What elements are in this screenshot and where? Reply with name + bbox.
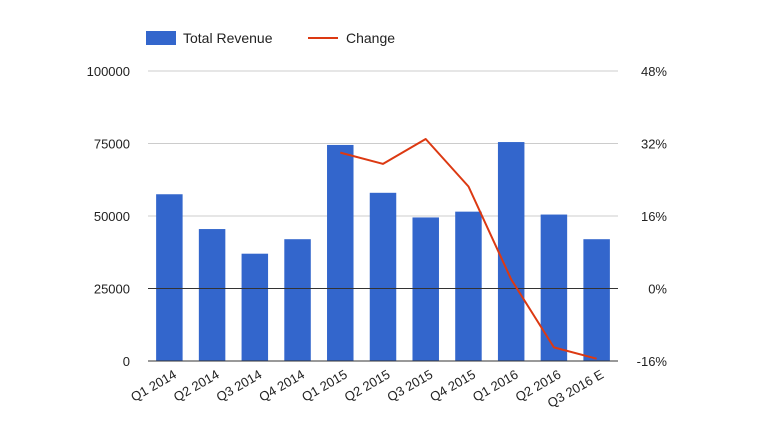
y-left-tick-label: 100000 bbox=[87, 64, 130, 79]
legend-swatch-revenue bbox=[146, 31, 176, 45]
y-left-tick-label: 0 bbox=[123, 354, 130, 369]
revenue-bar bbox=[156, 194, 183, 361]
revenue-bar bbox=[241, 253, 269, 361]
y-left-tick-label: 75000 bbox=[94, 137, 130, 152]
change-line bbox=[340, 138, 597, 360]
x-tick-label: Q3 2015 bbox=[385, 367, 436, 405]
revenue-bar bbox=[540, 214, 568, 361]
bar-series bbox=[156, 142, 610, 361]
revenue-bar bbox=[327, 144, 354, 361]
revenue-bar bbox=[455, 211, 482, 361]
legend-label-change: Change bbox=[346, 30, 395, 46]
y-right-tick-label: 48% bbox=[641, 64, 667, 79]
y-right-tick-label: 16% bbox=[641, 209, 667, 224]
legend-label-revenue: Total Revenue bbox=[183, 30, 273, 46]
x-tick-label: Q2 2015 bbox=[342, 367, 393, 405]
y-right-tick-label: 0% bbox=[648, 282, 667, 297]
y-left-tick-label: 25000 bbox=[94, 282, 130, 297]
y-right-tick-label: 32% bbox=[641, 137, 667, 152]
x-tick-label: Q4 2014 bbox=[256, 367, 307, 405]
x-tick-label: Q2 2014 bbox=[171, 367, 222, 405]
line-series bbox=[340, 138, 597, 360]
legend: Total Revenue Change bbox=[146, 30, 395, 46]
x-tick-label: Q3 2014 bbox=[214, 367, 265, 405]
revenue-bar bbox=[369, 192, 397, 361]
y-left-tick-label: 50000 bbox=[94, 209, 130, 224]
revenue-bar bbox=[198, 229, 226, 361]
x-tick-label: Q1 2014 bbox=[128, 367, 179, 405]
x-tick-label: Q1 2015 bbox=[299, 367, 350, 405]
revenue-bar bbox=[497, 142, 525, 361]
y-right-tick-label: -16% bbox=[637, 354, 668, 369]
zero-line bbox=[148, 288, 618, 362]
x-tick-label: Q1 2016 bbox=[470, 367, 521, 405]
revenue-bar bbox=[412, 217, 439, 361]
revenue-bar bbox=[284, 239, 311, 361]
x-tick-label: Q4 2015 bbox=[427, 367, 478, 405]
revenue-bar bbox=[583, 239, 610, 361]
